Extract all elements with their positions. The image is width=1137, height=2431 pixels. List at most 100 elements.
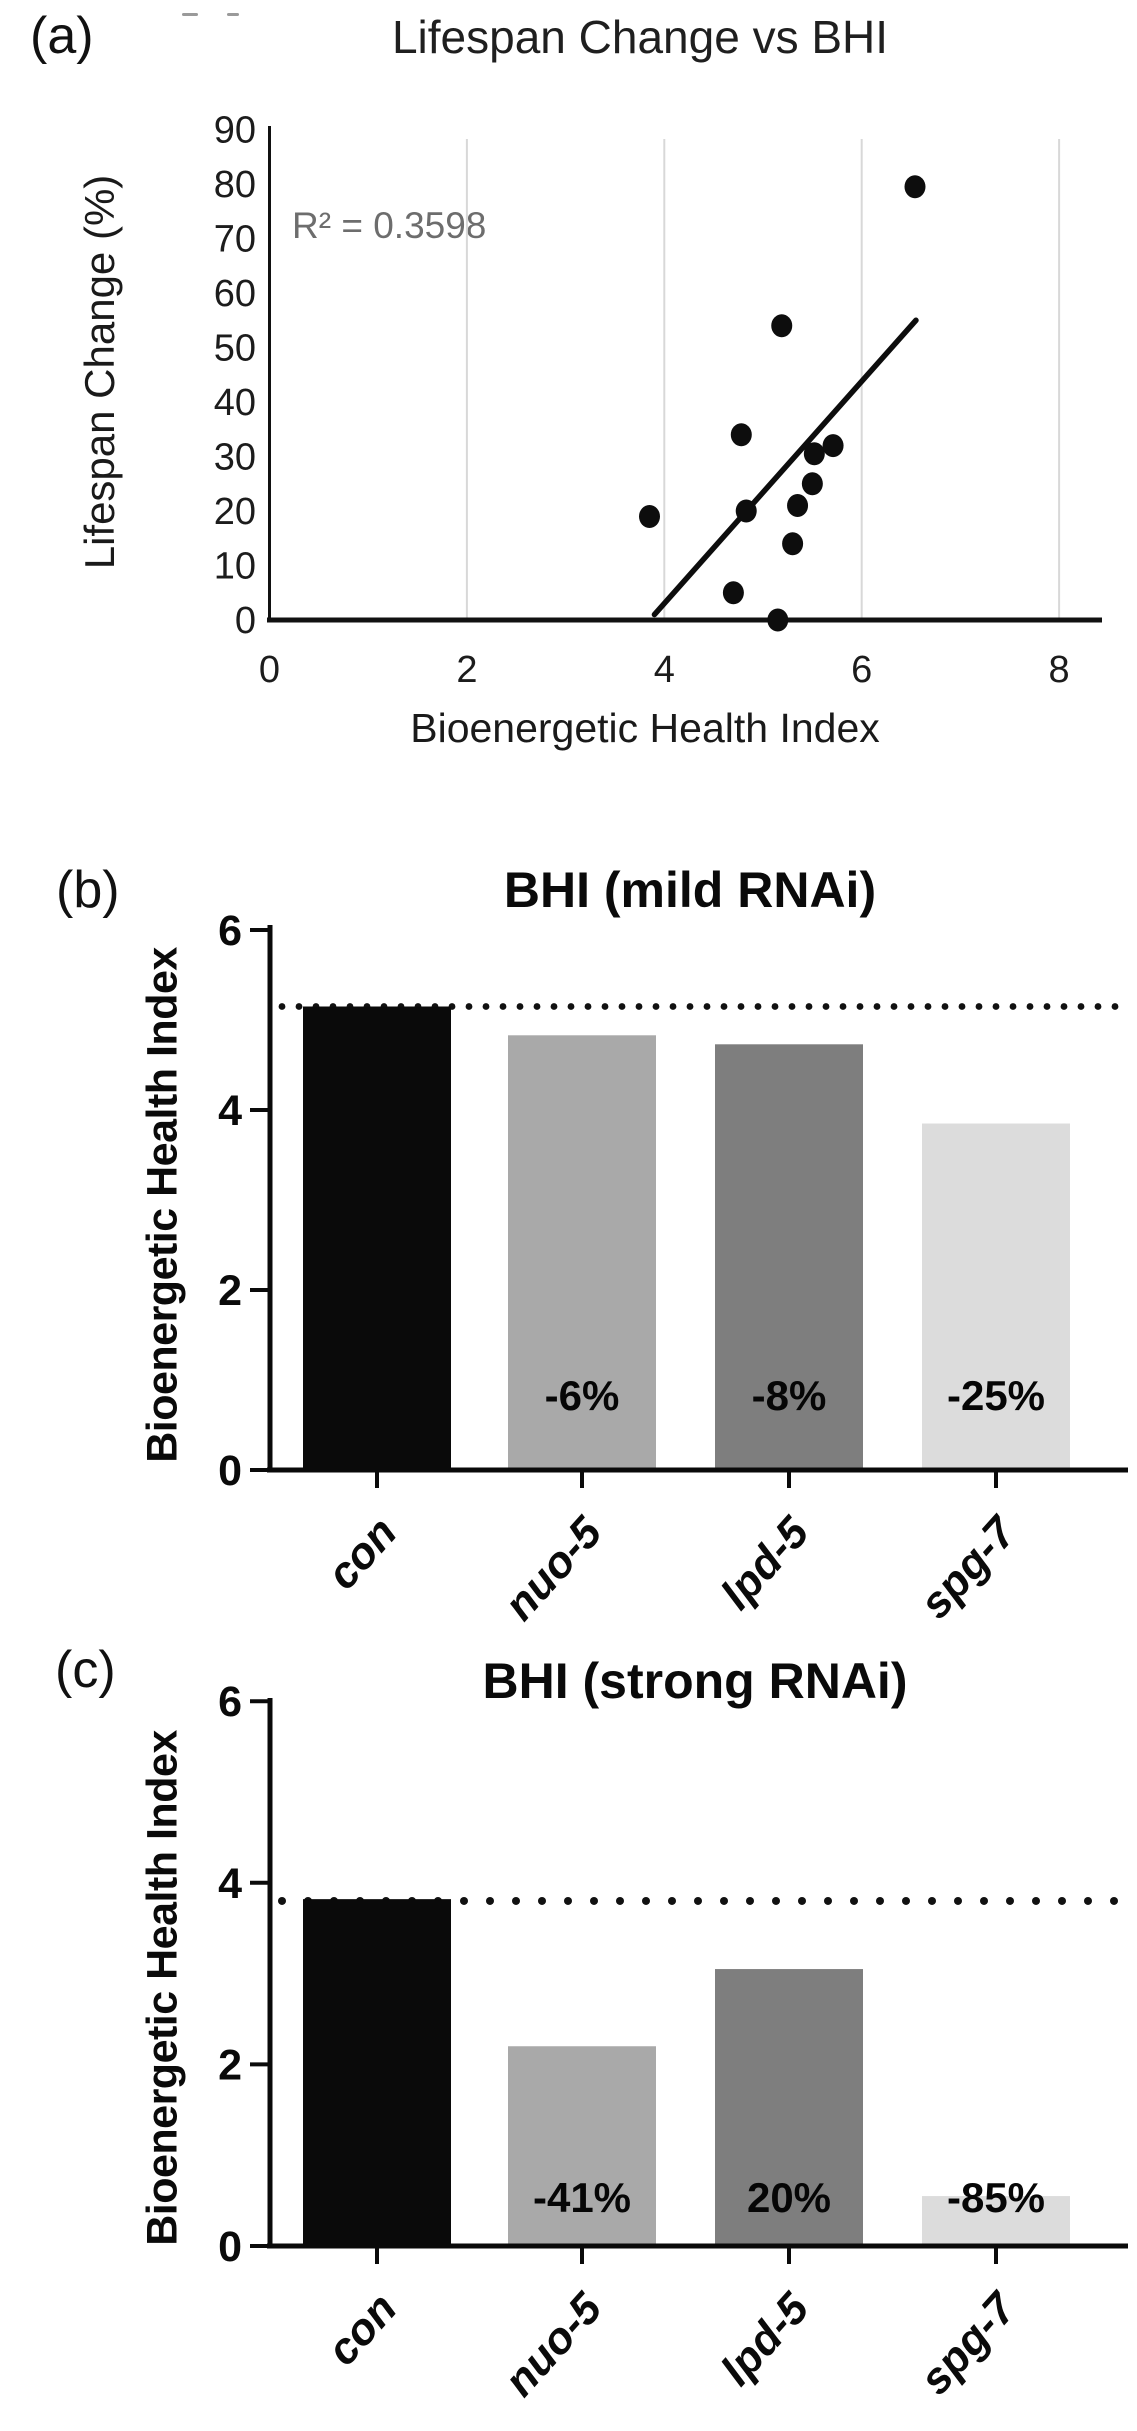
- reference-dotted-line-dot: [465, 1003, 473, 1010]
- reference-dotted-line-dot: [533, 1003, 541, 1010]
- reference-dotted-line-dot: [954, 1896, 962, 1905]
- reference-dotted-line-dot: [1060, 1003, 1068, 1010]
- scatter-point: [771, 314, 793, 338]
- category-label-nuo-5: nuo-5: [495, 2284, 612, 2406]
- reference-dotted-line-dot: [499, 1003, 507, 1010]
- scatter-point: [822, 434, 844, 458]
- scatter-point: [782, 532, 804, 556]
- reference-dotted-line-dot: [618, 1003, 626, 1010]
- r-squared-annotation: R² = 0.3598: [292, 205, 487, 246]
- y-tick-label: 20: [214, 491, 256, 533]
- panel-a-title: Lifespan Change vs BHI: [391, 11, 889, 63]
- bar-percent-label: 20%: [747, 2174, 831, 2221]
- panel-a-x-axis-title: Bioenergetic Health Index: [410, 705, 880, 751]
- reference-dotted-line-dot: [516, 1003, 524, 1010]
- reference-dotted-line-dot: [590, 1896, 598, 1905]
- reference-dotted-line-dot: [482, 1003, 490, 1010]
- bar-spg-7: [922, 2196, 1070, 2246]
- y-tick-label: 40: [214, 382, 256, 424]
- y-tick-label: 90: [214, 110, 256, 152]
- reference-dotted-line-dot: [1032, 1896, 1040, 1905]
- y-tick-label: 6: [218, 907, 242, 955]
- bar-nuo-5: [508, 1035, 656, 1470]
- bar-con: [303, 1006, 451, 1470]
- y-tick-label: 2: [218, 2041, 242, 2089]
- reference-dotted-line-dot: [890, 1003, 898, 1010]
- reference-dotted-line-dot: [669, 1003, 677, 1010]
- bar-nuo-5: [508, 2046, 656, 2246]
- reference-dotted-line-dot: [798, 1896, 806, 1905]
- artifact-dash: [182, 13, 198, 16]
- reference-dotted-line-dot: [856, 1003, 864, 1010]
- y-tick-label: 70: [214, 219, 256, 261]
- reference-dotted-line-dot: [278, 1896, 286, 1905]
- x-tick-label: 2: [456, 649, 477, 691]
- reference-dotted-line-dot: [772, 1896, 780, 1905]
- reference-dotted-line-dot: [278, 1003, 286, 1010]
- x-tick-label: 0: [259, 649, 280, 691]
- scatter-point: [801, 472, 823, 496]
- panel-a-letter: (a): [30, 7, 94, 65]
- reference-dotted-line-dot: [850, 1896, 858, 1905]
- y-tick-label: 50: [214, 328, 256, 370]
- scatter-point: [787, 494, 809, 518]
- reference-dotted-line-dot: [924, 1003, 932, 1010]
- y-tick-label: 0: [218, 1447, 242, 1495]
- y-tick-label: 0: [218, 2223, 242, 2271]
- bar-lpd-5: [715, 1969, 863, 2246]
- scatter-point: [722, 581, 744, 605]
- reference-dotted-line-dot: [1026, 1003, 1034, 1010]
- category-label-lpd-5: lpd-5: [712, 2284, 819, 2395]
- reference-dotted-line-dot: [584, 1003, 592, 1010]
- reference-dotted-line-dot: [1043, 1003, 1051, 1010]
- reference-dotted-line-dot: [601, 1003, 609, 1010]
- scatter-point: [638, 504, 660, 528]
- y-tick-label: 4: [218, 1087, 242, 1135]
- reference-dotted-line-dot: [460, 1896, 468, 1905]
- category-label-spg-7: spg-7: [910, 2282, 1027, 2404]
- reference-dotted-line-dot: [616, 1896, 624, 1905]
- trendline: [651, 317, 919, 618]
- category-label-nuo-5: nuo-5: [495, 1508, 612, 1630]
- category-label-con: con: [318, 2284, 407, 2375]
- reference-dotted-line-dot: [720, 1003, 728, 1010]
- reference-dotted-line-dot: [550, 1003, 558, 1010]
- y-tick-label: 60: [214, 273, 256, 315]
- bar-percent-label: -6%: [545, 1372, 620, 1419]
- reference-dotted-line-dot: [652, 1003, 660, 1010]
- reference-dotted-line-dot: [295, 1003, 303, 1010]
- panel-b-title: BHI (mild RNAi): [503, 862, 877, 918]
- artifact-dash: [227, 13, 239, 16]
- reference-dotted-line-dot: [839, 1003, 847, 1010]
- reference-dotted-line-dot: [564, 1896, 572, 1905]
- x-tick-label: 6: [851, 649, 872, 691]
- reference-dotted-line-dot: [1058, 1896, 1066, 1905]
- reference-dotted-line-dot: [694, 1896, 702, 1905]
- y-tick-label: 4: [218, 1860, 242, 1908]
- reference-dotted-line-dot: [512, 1896, 520, 1905]
- reference-dotted-line-dot: [538, 1896, 546, 1905]
- reference-dotted-line-dot: [754, 1003, 762, 1010]
- reference-dotted-line-dot: [980, 1896, 988, 1905]
- bar-lpd-5: [715, 1044, 863, 1470]
- reference-dotted-line-dot: [567, 1003, 575, 1010]
- reference-dotted-line-dot: [928, 1896, 936, 1905]
- reference-dotted-line-dot: [1110, 1896, 1118, 1905]
- y-tick-label: 0: [235, 600, 256, 642]
- bar-percent-label: -8%: [752, 1372, 827, 1419]
- reference-dotted-line-dot: [703, 1003, 711, 1010]
- reference-dotted-line-dot: [668, 1896, 676, 1905]
- scatter-point: [904, 175, 926, 199]
- panel-c-letter: (c): [55, 1641, 116, 1699]
- reference-dotted-line-dot: [941, 1003, 949, 1010]
- bar-spg-7: [922, 1123, 1070, 1470]
- scatter-point: [767, 608, 789, 632]
- reference-dotted-line-dot: [737, 1003, 745, 1010]
- reference-dotted-line-dot: [686, 1003, 694, 1010]
- reference-dotted-line-dot: [1111, 1003, 1119, 1010]
- reference-dotted-line-dot: [1077, 1003, 1085, 1010]
- reference-dotted-line-dot: [805, 1003, 813, 1010]
- category-label-con: con: [318, 1508, 407, 1599]
- reference-dotted-line-dot: [873, 1003, 881, 1010]
